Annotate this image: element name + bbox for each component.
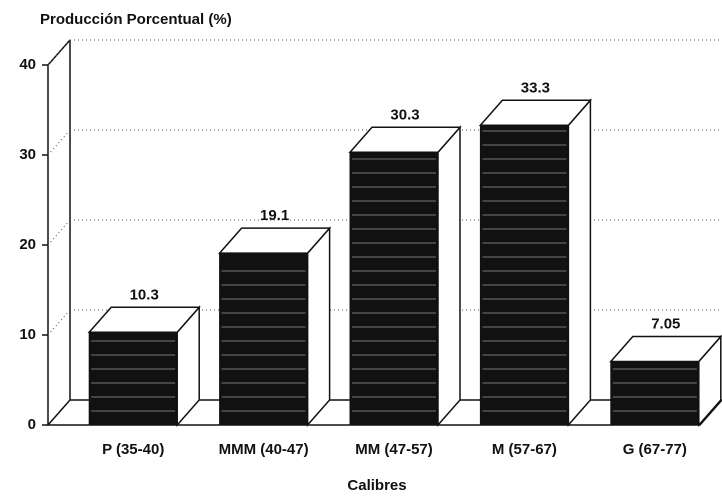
bar bbox=[88, 331, 178, 426]
grid-line bbox=[47, 219, 71, 246]
bar bbox=[349, 151, 439, 426]
x-tick-label: P (35-40) bbox=[102, 441, 164, 458]
y-tick-label: 0 bbox=[28, 416, 36, 433]
value-label: 19.1 bbox=[260, 207, 289, 224]
x-axis-title: Calibres bbox=[347, 477, 406, 494]
y-tick-label: 30 bbox=[19, 146, 36, 163]
x-tick-label: MM (47-57) bbox=[355, 441, 433, 458]
y-tick-label: 20 bbox=[19, 236, 36, 253]
value-label: 30.3 bbox=[390, 106, 419, 123]
y-tick-label: 40 bbox=[19, 56, 36, 73]
bar-side bbox=[306, 226, 331, 427]
x-tick-label: G (67-77) bbox=[623, 441, 687, 458]
x-tick-label: MMM (40-47) bbox=[219, 441, 309, 458]
bar bbox=[479, 124, 569, 426]
bar-side bbox=[567, 98, 592, 427]
value-label: 10.3 bbox=[130, 286, 159, 303]
chart-title: Producción Porcentual (%) bbox=[40, 11, 232, 28]
y-tick-label: 10 bbox=[19, 326, 36, 343]
bar bbox=[610, 361, 700, 426]
grid-line bbox=[47, 39, 71, 66]
bar bbox=[219, 252, 309, 426]
value-label: 7.05 bbox=[651, 316, 680, 333]
value-label: 33.3 bbox=[521, 79, 550, 96]
x-tick-label: M (57-67) bbox=[492, 441, 557, 458]
bar-side bbox=[437, 125, 461, 427]
grid-line bbox=[47, 309, 71, 336]
grid-line bbox=[47, 129, 71, 156]
